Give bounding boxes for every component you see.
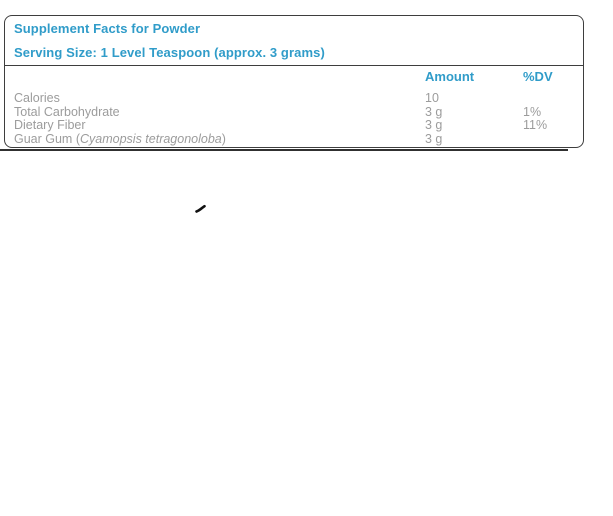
row-amount: 3 g <box>425 118 443 132</box>
table-row: Guar Gum (Cyamopsis tetragonoloba) 3 g <box>5 131 583 147</box>
horizontal-divider <box>0 149 568 151</box>
row-name: Guar Gum (Cyamopsis tetragonoloba) <box>14 131 226 147</box>
supplement-facts-table: Supplement Facts for Powder Serving Size… <box>4 15 584 148</box>
row-name-suffix: ) <box>221 131 226 146</box>
facts-rows: Calories 10 Total Carbohydrate 3 g 1% Di… <box>5 91 583 147</box>
pen-mark-icon <box>195 204 206 213</box>
table-header: Supplement Facts for Powder Serving Size… <box>5 16 583 66</box>
row-name-prefix: Dietary Fiber <box>14 118 86 132</box>
row-name-prefix: Total Carbohydrate <box>14 104 120 119</box>
row-name: Dietary Fiber <box>14 118 86 133</box>
row-amount: 3 g <box>425 131 443 146</box>
column-header-amount: Amount <box>425 69 475 84</box>
table-row: Calories 10 <box>5 91 583 106</box>
column-header-row: Amount %DV <box>5 66 583 92</box>
table-row: Total Carbohydrate 3 g 1% <box>5 104 583 120</box>
table-row: Dietary Fiber 3 g 11% <box>5 118 583 133</box>
row-name-italic: Cyamopsis tetragonoloba <box>80 131 222 146</box>
row-dv: 11% <box>523 118 548 132</box>
row-amount: 3 g <box>425 104 443 119</box>
row-name-prefix: Calories <box>14 91 60 105</box>
column-header-dv: %DV <box>523 69 553 84</box>
row-name: Calories <box>14 91 60 106</box>
serving-size-line: Serving Size: 1 Level Teaspoon (approx. … <box>14 45 325 60</box>
row-dv: 1% <box>523 104 542 119</box>
row-name: Total Carbohydrate <box>14 104 120 120</box>
table-title: Supplement Facts for Powder <box>14 21 201 36</box>
row-name-prefix: Guar Gum ( <box>14 131 80 146</box>
row-amount: 10 <box>425 91 439 105</box>
